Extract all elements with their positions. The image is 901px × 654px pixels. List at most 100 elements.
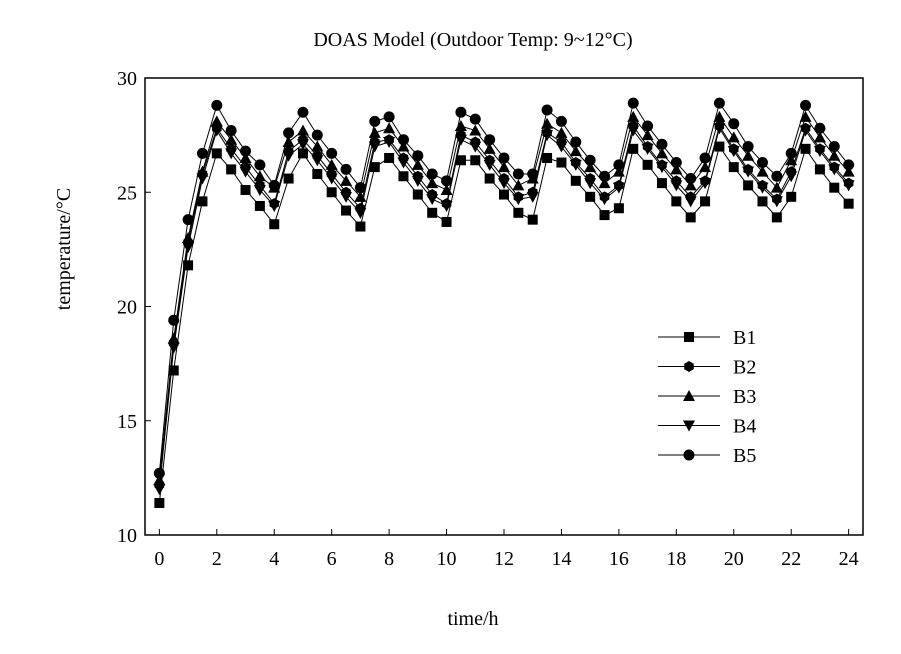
data-point xyxy=(700,196,711,207)
data-point xyxy=(727,146,740,158)
data-point xyxy=(684,179,697,191)
data-point xyxy=(814,122,826,134)
data-point xyxy=(210,125,223,137)
data-point xyxy=(555,115,567,127)
data-point xyxy=(226,164,237,175)
data-point xyxy=(513,207,524,218)
data-point xyxy=(197,196,208,207)
legend-item-b2: B2 xyxy=(658,357,756,379)
data-point xyxy=(498,161,510,173)
data-point xyxy=(785,171,798,183)
y-axis-label: temperature/°C xyxy=(53,188,75,310)
data-point xyxy=(153,484,166,496)
data-point xyxy=(598,177,611,189)
data-point xyxy=(742,141,754,153)
data-point xyxy=(483,159,496,171)
x-tick-label: 8 xyxy=(384,548,394,570)
data-point xyxy=(253,170,266,182)
data-point xyxy=(455,155,466,166)
data-point xyxy=(167,332,180,344)
data-point xyxy=(325,158,338,170)
x-tick-label: 10 xyxy=(437,548,457,570)
data-point xyxy=(411,175,424,187)
data-point xyxy=(268,200,281,212)
data-point xyxy=(842,165,855,177)
data-point xyxy=(167,342,180,354)
data-point xyxy=(627,110,640,122)
data-point xyxy=(655,147,668,159)
data-point xyxy=(440,200,453,212)
data-point xyxy=(612,182,625,194)
data-point xyxy=(397,140,410,152)
data-point xyxy=(512,179,525,191)
data-point xyxy=(770,196,783,208)
data-point xyxy=(240,145,252,157)
data-point xyxy=(341,205,352,216)
data-point xyxy=(397,134,409,146)
legend-label: B5 xyxy=(733,445,756,467)
data-point xyxy=(196,173,209,185)
data-point xyxy=(499,189,509,200)
data-point xyxy=(542,152,553,163)
data-point xyxy=(642,120,654,132)
data-point xyxy=(311,140,324,152)
data-point xyxy=(182,231,195,243)
data-point xyxy=(326,147,338,159)
data-point xyxy=(441,216,452,227)
data-point xyxy=(454,119,467,131)
data-point xyxy=(598,194,611,206)
data-point xyxy=(757,196,768,207)
data-point xyxy=(728,162,739,173)
data-point xyxy=(685,212,696,223)
data-point xyxy=(714,141,725,152)
data-point xyxy=(368,126,381,138)
data-point xyxy=(268,179,280,191)
x-tick-label: 20 xyxy=(724,548,744,570)
data-point xyxy=(770,181,783,193)
data-point xyxy=(800,99,812,111)
data-point xyxy=(484,173,495,184)
data-point xyxy=(455,106,467,118)
data-point xyxy=(813,146,826,158)
data-point xyxy=(484,134,496,146)
data-point xyxy=(570,175,581,186)
data-point xyxy=(799,110,812,122)
data-point xyxy=(426,194,439,206)
data-point xyxy=(656,138,668,150)
data-point xyxy=(756,182,769,194)
data-point xyxy=(297,148,308,159)
data-point xyxy=(742,166,755,178)
series-b4 xyxy=(153,123,855,496)
data-point xyxy=(685,173,697,185)
data-point xyxy=(469,124,482,136)
data-point xyxy=(641,143,654,155)
data-point xyxy=(498,152,510,164)
data-point xyxy=(584,178,597,190)
data-point xyxy=(684,196,697,208)
x-tick-label: 6 xyxy=(327,548,337,570)
x-axis-label: time/h xyxy=(447,608,498,630)
data-point xyxy=(599,210,610,221)
data-point xyxy=(555,141,568,153)
data-point xyxy=(369,115,381,127)
data-point xyxy=(210,115,223,127)
data-point xyxy=(641,129,654,141)
data-point xyxy=(655,162,668,174)
data-point xyxy=(671,196,682,207)
data-point xyxy=(727,131,740,143)
legend-marker xyxy=(684,361,694,372)
data-point xyxy=(368,141,381,153)
data-point xyxy=(283,173,294,184)
legend-label: B1 xyxy=(733,327,756,349)
data-point xyxy=(627,97,639,109)
data-point xyxy=(254,159,266,171)
legend-item-b4: B4 xyxy=(658,416,756,438)
x-tick-label: 22 xyxy=(781,548,801,570)
data-point xyxy=(800,143,811,154)
data-point xyxy=(569,145,582,157)
data-point xyxy=(555,126,568,138)
data-point xyxy=(296,124,309,136)
y-tick-label: 25 xyxy=(117,182,137,204)
data-point xyxy=(153,474,166,486)
data-point xyxy=(383,122,396,134)
